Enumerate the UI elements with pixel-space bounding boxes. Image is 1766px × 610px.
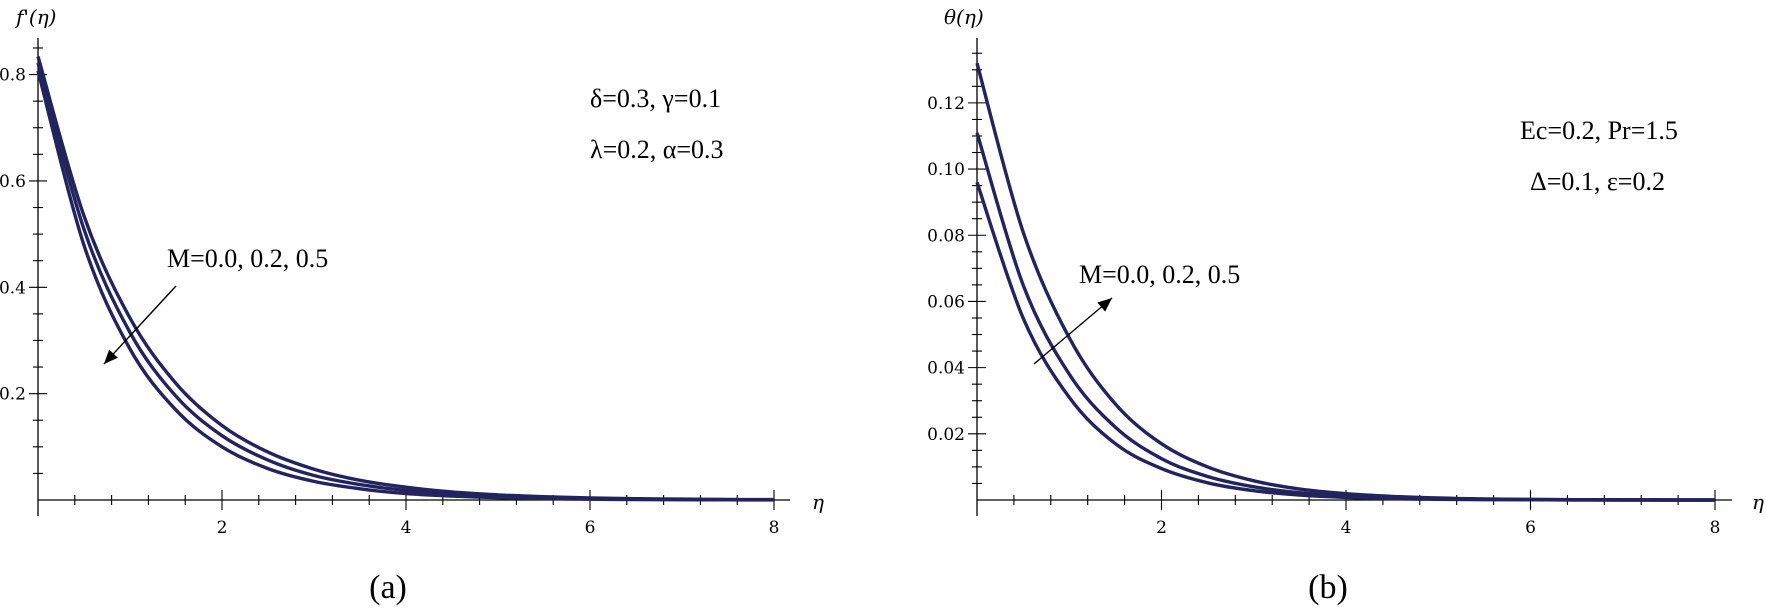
- y-tick-label: 0.06: [927, 292, 965, 312]
- x-axis-label: η: [812, 490, 824, 514]
- y-tick-label: 0.10: [927, 160, 965, 180]
- x-tick-label: 6: [585, 518, 596, 538]
- y-axis-label: f'(η): [14, 5, 57, 29]
- x-tick-label: 6: [1525, 518, 1536, 538]
- panel-caption: (b): [1308, 569, 1348, 606]
- arrow-line: [1033, 297, 1113, 365]
- series-line: [36, 70, 775, 502]
- x-tick-label: 8: [769, 518, 780, 538]
- y-tick-label: 0.12: [927, 94, 965, 114]
- y-tick-label: 0.08: [927, 226, 965, 246]
- arrow-head: [1097, 298, 1112, 312]
- series-line: [975, 181, 1715, 502]
- x-tick-label: 8: [1710, 518, 1721, 538]
- parameter-text: Ec=0.2, Pr=1.5: [1520, 116, 1678, 145]
- annotation-text: M=0.0, 0.2, 0.5: [1079, 260, 1240, 289]
- panel-caption: (a): [369, 569, 407, 606]
- y-tick-label: 0.4: [0, 278, 26, 298]
- arrow-head: [104, 349, 118, 364]
- x-tick-label: 2: [1156, 518, 1167, 538]
- x-tick-label: 4: [1341, 518, 1352, 538]
- x-tick-label: 2: [217, 518, 228, 538]
- y-axis-label: θ(η): [944, 5, 984, 29]
- arrow-line: [103, 285, 177, 365]
- parameter-text: Δ=0.1, ε=0.2: [1530, 167, 1665, 196]
- x-tick-label: 4: [401, 518, 412, 538]
- series-line: [975, 62, 1716, 502]
- y-tick-label: 0.8: [0, 66, 26, 86]
- parameter-text: λ=0.2, α=0.3: [590, 135, 724, 164]
- panel-b: 2 4 6 8 0.02 0.04 0.06 0.08 0.10 0.12 θ(η) η Ec=0.2,…: [927, 5, 1764, 606]
- y-tick-label: 0.6: [0, 172, 26, 192]
- x-axis-label: η: [1752, 490, 1764, 514]
- series-line: [36, 56, 775, 502]
- annotation-text: M=0.0, 0.2, 0.5: [167, 244, 328, 273]
- parameter-text: δ=0.3, γ=0.1: [590, 84, 721, 113]
- panel-a: 2 4 6 8 0.2 0.4 0.6 0.8 f'(η) η δ=0.3, γ=0.1 λ=0.2,…: [0, 5, 824, 606]
- series-line: [36, 62, 775, 502]
- y-tick-label: 0.2: [0, 385, 26, 405]
- y-tick-label: 0.02: [927, 425, 965, 445]
- y-tick-label: 0.04: [927, 359, 965, 379]
